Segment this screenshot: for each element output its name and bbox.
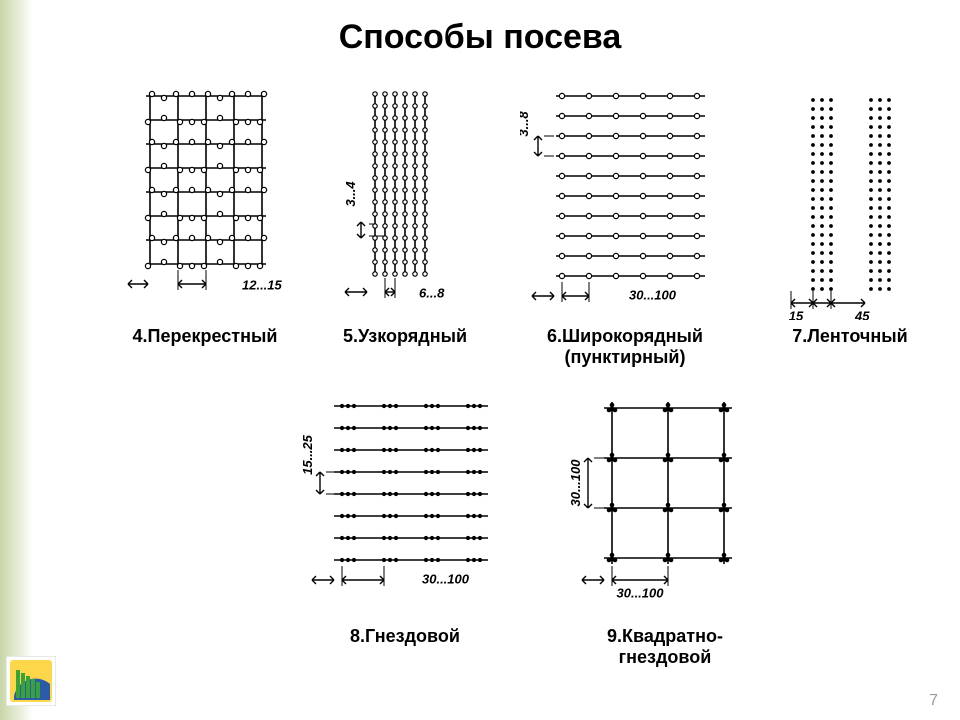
svg-text:3...8: 3...8 xyxy=(520,111,531,137)
svg-text:15: 15 xyxy=(789,308,804,320)
svg-text:45: 45 xyxy=(854,308,870,320)
diagram-square-nest-svg: 30...100 30...100 xyxy=(560,400,770,620)
page-number: 7 xyxy=(929,692,938,710)
diagram-cross: 12...15 4.Перекрестный xyxy=(110,90,300,347)
caption-cross: 4.Перекрестный xyxy=(110,326,300,347)
sidebar-gradient xyxy=(0,0,32,720)
svg-text:15...25: 15...25 xyxy=(300,434,315,475)
caption-nest: 8.Гнездовой xyxy=(290,626,520,647)
diagram-band: 1545 7.Ленточный xyxy=(760,96,940,347)
svg-text:3...4: 3...4 xyxy=(343,181,358,207)
caption-narrow-row: 5.Узкорядный xyxy=(315,326,495,347)
diagram-nest: 15...25 30...100 8.Гнездовой xyxy=(290,400,520,647)
svg-text:30...100: 30...100 xyxy=(629,287,677,302)
caption-wide-row: 6.Широкорядный (пунктирный) xyxy=(510,326,740,368)
diagram-narrow-row: 3...4 6...8 5.Узкорядный xyxy=(315,90,495,347)
svg-text:30...100: 30...100 xyxy=(617,585,665,600)
svg-text:30...100: 30...100 xyxy=(422,571,470,586)
svg-text:12...15: 12...15 xyxy=(242,277,283,292)
diagram-square-nest: 30...100 30...100 9.Квадратно- гнездовой xyxy=(550,400,780,668)
svg-text:30...100: 30...100 xyxy=(568,459,583,507)
logo-icon xyxy=(6,656,56,706)
svg-text:6...8: 6...8 xyxy=(419,285,445,300)
caption-band: 7.Ленточный xyxy=(760,326,940,347)
diagram-nest-svg: 15...25 30...100 xyxy=(300,400,510,620)
diagram-band-svg: 1545 xyxy=(765,96,935,320)
diagram-wide-row-svg: 3...8 30...100 xyxy=(520,90,730,320)
diagram-narrow-row-svg: 3...4 6...8 xyxy=(323,90,488,320)
page-title: Способы посева xyxy=(0,18,960,57)
caption-square-nest: 9.Квадратно- гнездовой xyxy=(550,626,780,668)
diagram-wide-row: 3...8 30...100 6.Широкорядный (пунктирный… xyxy=(510,90,740,368)
diagram-cross-svg: 12...15 xyxy=(120,90,290,320)
